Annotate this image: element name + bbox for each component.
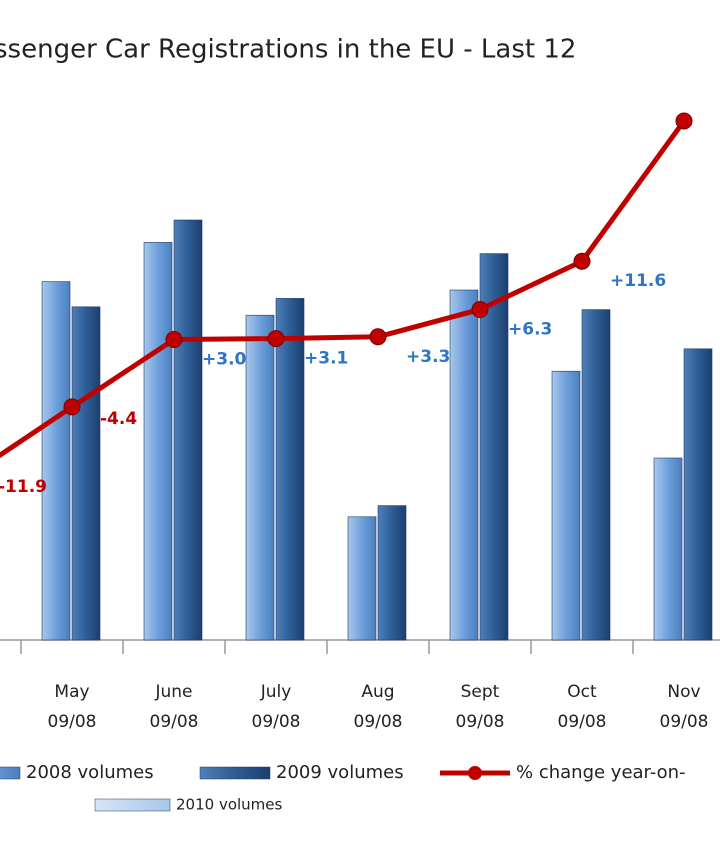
legend-label: 2008 volumes [26, 762, 154, 783]
data-label: +3.1 [304, 349, 348, 369]
bar [551, 370, 581, 641]
legend-swatch [94, 798, 171, 812]
line-marker [573, 252, 591, 270]
x-tick-label: Sept 09/08 [456, 682, 505, 732]
data-label: -11.9 [0, 477, 47, 497]
data-label: +11.6 [610, 271, 666, 291]
line-marker [267, 330, 285, 348]
x-tick-label: Nov 09/08 [660, 682, 709, 732]
bar [275, 298, 305, 641]
legend-label: 2009 volumes [276, 762, 404, 783]
bar [449, 289, 479, 641]
bar [377, 505, 407, 641]
line-marker [165, 331, 183, 349]
x-tick-label: Oct 09/08 [558, 682, 607, 732]
line-marker [675, 112, 693, 130]
x-tick-label: June 09/08 [150, 682, 199, 732]
bar [479, 253, 509, 641]
bar [143, 242, 173, 641]
data-label: +6.3 [508, 319, 552, 339]
legend-label: 2010 volumes [176, 796, 283, 814]
line-marker [471, 300, 489, 318]
chart-title: ssenger Car Registrations in the EU - La… [0, 35, 576, 65]
bar [347, 516, 377, 641]
legend-label: % change year-on- [516, 762, 686, 783]
x-tick-label: Aug 09/08 [354, 682, 403, 732]
data-label: +3.3 [406, 347, 450, 367]
x-tick-label: July 09/08 [252, 682, 301, 732]
bar [173, 219, 203, 641]
legend-swatch [199, 766, 271, 780]
bar [71, 306, 101, 641]
bar [683, 348, 713, 641]
bar [653, 457, 683, 641]
line-marker [369, 328, 387, 346]
data-label: -4.4 [100, 409, 137, 429]
legend-swatch [0, 766, 21, 780]
line-marker [63, 398, 81, 416]
legend-swatch [468, 766, 482, 780]
bar [581, 309, 611, 641]
bar [245, 314, 275, 641]
line [0, 119, 687, 459]
bar [41, 281, 71, 641]
data-label: +3.0 [202, 350, 247, 370]
x-tick-label: May 09/08 [48, 682, 97, 732]
